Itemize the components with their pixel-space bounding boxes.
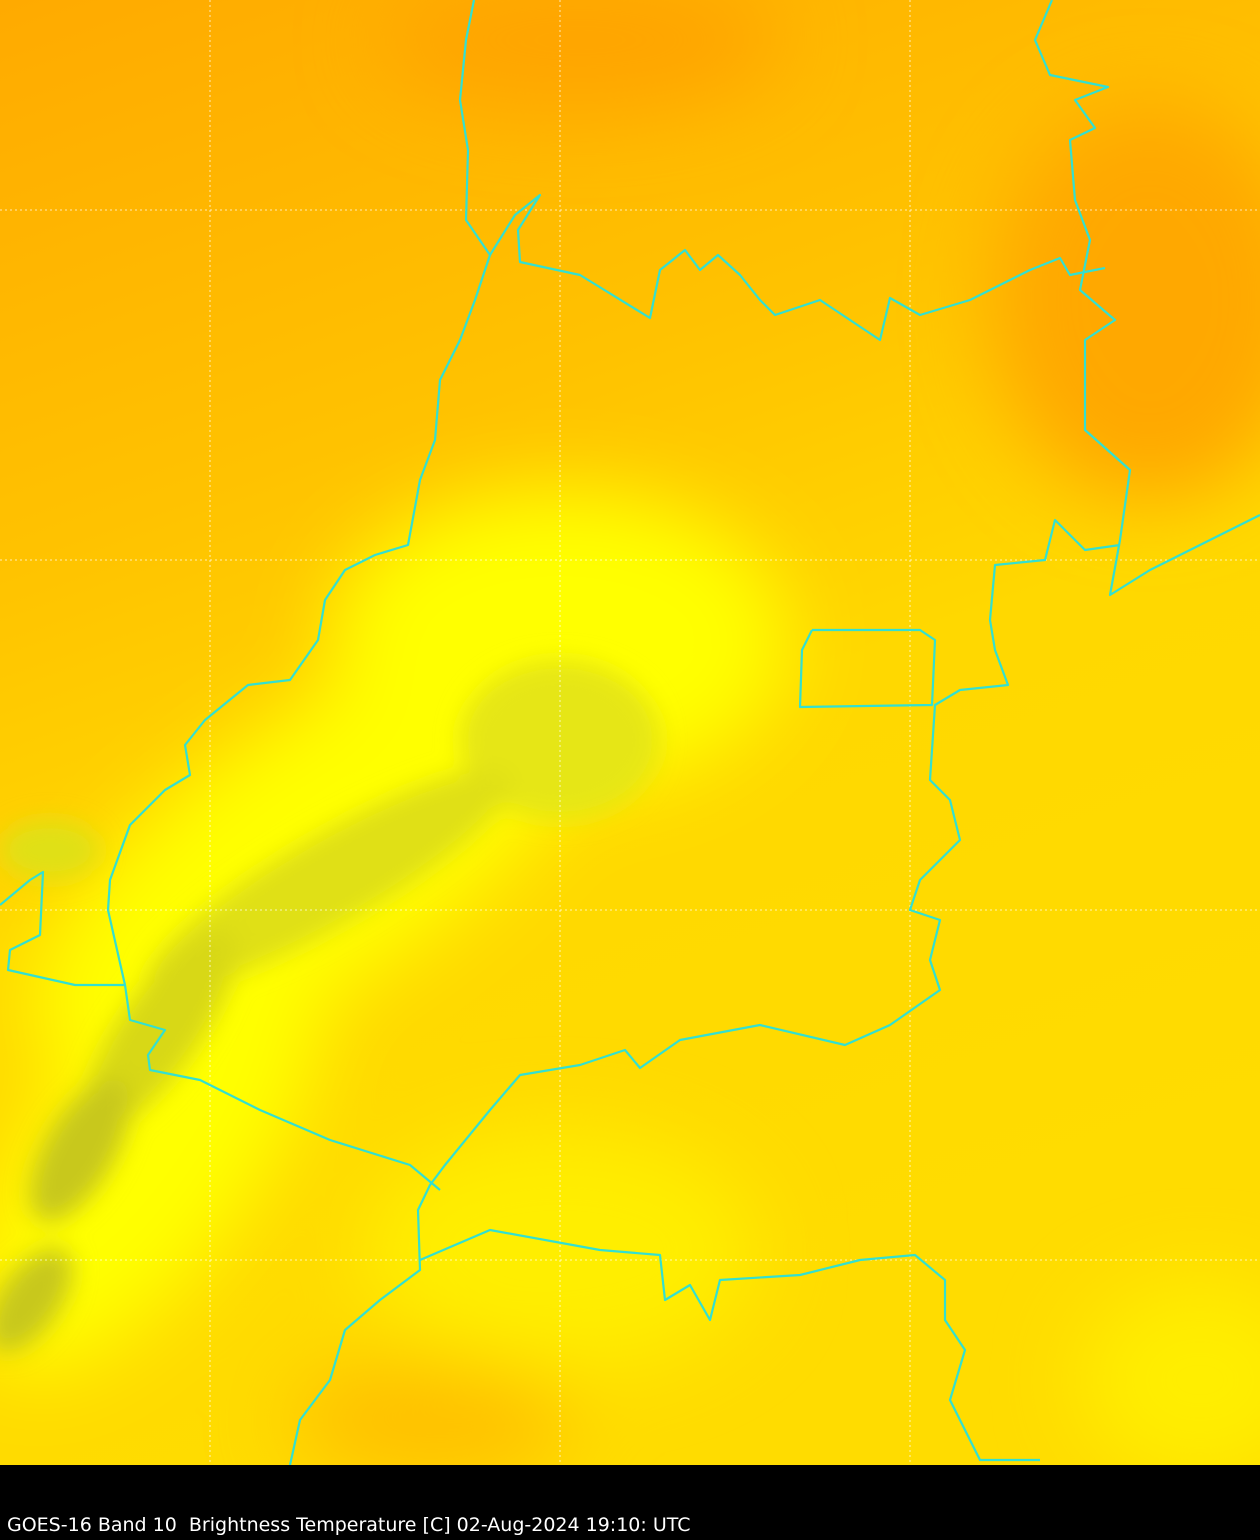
border-north bbox=[489, 193, 1106, 342]
border-southwest bbox=[0, 870, 125, 987]
border-east bbox=[1033, 0, 1260, 597]
political-borders bbox=[0, 0, 1260, 1465]
border-central bbox=[288, 518, 1121, 1465]
image-caption: GOES-16 Band 10 Brightness Temperature [… bbox=[7, 1514, 691, 1536]
lat-lon-gridlines bbox=[0, 0, 1260, 1465]
brightness-temperature-map bbox=[0, 0, 1260, 1465]
border-west bbox=[106, 0, 492, 1191]
border-south bbox=[419, 1228, 1040, 1462]
cold-cloud-region bbox=[0, 660, 660, 1353]
border-enclave bbox=[798, 628, 937, 709]
